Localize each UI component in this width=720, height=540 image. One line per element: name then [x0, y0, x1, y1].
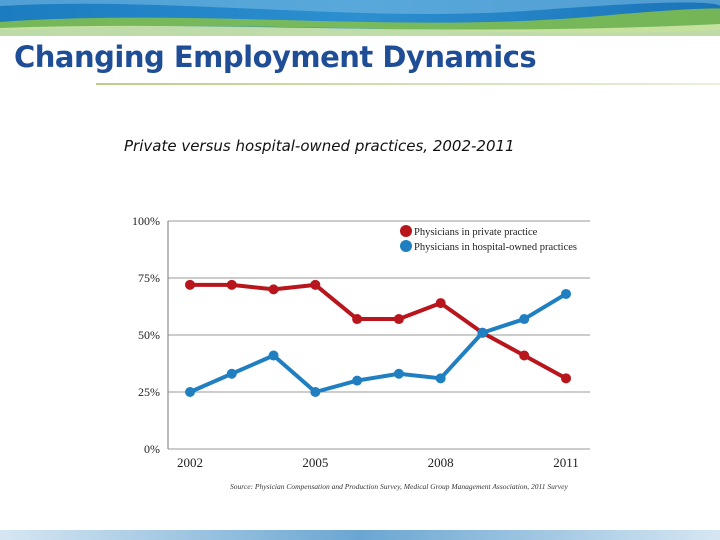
data-point — [561, 373, 571, 384]
data-point — [226, 279, 237, 290]
header-banner — [0, 0, 720, 36]
data-point — [352, 375, 363, 386]
y-tick-label: 25% — [138, 385, 160, 399]
y-tick-label: 75% — [138, 271, 160, 285]
legend-marker — [400, 240, 412, 252]
data-point — [477, 327, 488, 338]
y-tick-label: 100% — [132, 214, 160, 228]
chart-title: Private versus hospital-owned practices,… — [124, 137, 515, 155]
slide-title: Changing Employment Dynamics — [14, 40, 537, 74]
data-point — [435, 298, 446, 309]
data-point — [185, 279, 195, 290]
legend-label: Physicians in private practice — [414, 227, 538, 238]
data-point — [519, 350, 530, 361]
data-point — [352, 314, 363, 325]
data-point — [185, 387, 195, 397]
title-underline — [96, 83, 720, 85]
source-note: Source: Physician Compensation and Produ… — [230, 482, 568, 491]
data-point — [519, 314, 530, 325]
data-point — [393, 368, 404, 379]
data-point — [268, 284, 279, 295]
x-tick-label: 2008 — [428, 455, 454, 470]
legend-label: Physicians in hospital-owned practices — [414, 242, 577, 253]
data-point — [393, 314, 404, 325]
data-point — [561, 288, 571, 299]
data-point — [310, 279, 321, 290]
data-point — [226, 368, 237, 379]
data-point — [268, 350, 279, 361]
series-line-2 — [189, 292, 568, 394]
legend-marker — [400, 225, 412, 237]
banner-graphic — [0, 0, 720, 36]
footer-strip — [0, 530, 720, 540]
y-tick-label: 0% — [144, 442, 160, 456]
x-tick-label: 2011 — [553, 455, 579, 470]
data-point — [435, 373, 446, 384]
data-point — [310, 387, 321, 397]
x-tick-label: 2005 — [302, 455, 328, 470]
y-tick-label: 50% — [138, 328, 160, 342]
series-line-1 — [190, 282, 567, 381]
x-tick-label: 2002 — [177, 455, 203, 470]
